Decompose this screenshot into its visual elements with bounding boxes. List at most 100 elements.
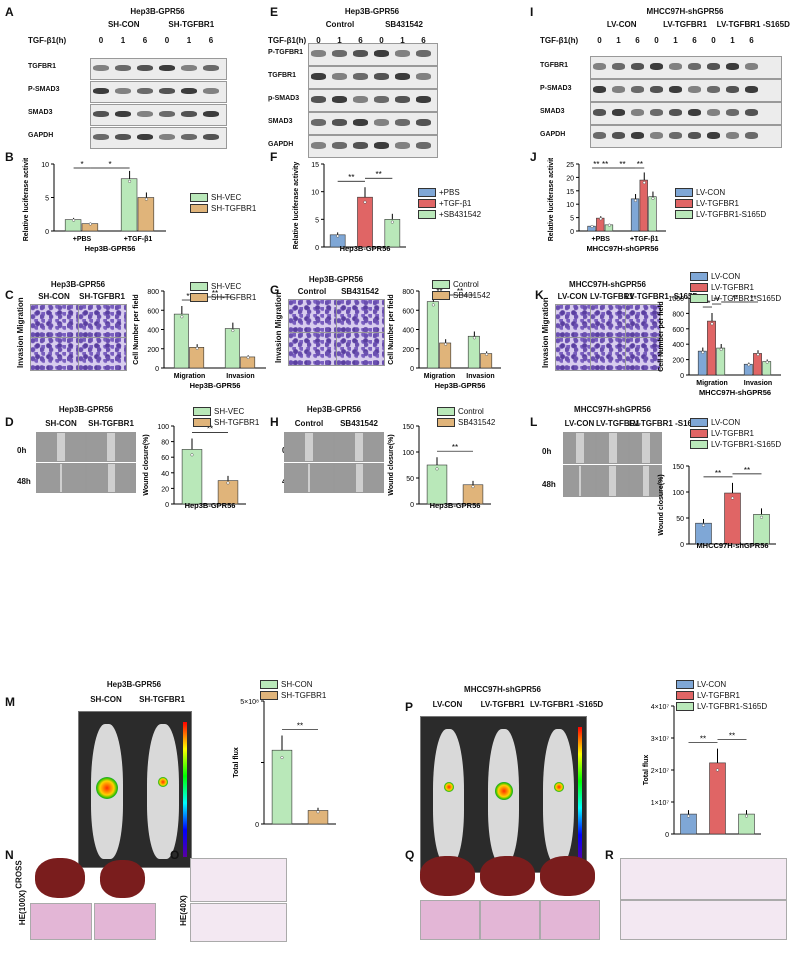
blot-band-A — [137, 65, 153, 71]
data-point — [687, 814, 691, 818]
y-tick-label: 150 — [402, 424, 414, 431]
data-point — [590, 224, 594, 228]
legend-label: SB431542 — [458, 418, 496, 427]
panel-label-Q: Q — [405, 848, 415, 862]
blot-band-E — [332, 142, 347, 149]
y-tick-label: 0 — [680, 542, 684, 549]
y-tick-label: 0 — [155, 366, 159, 373]
legend-label: LV-CON — [697, 680, 727, 689]
y-tick-label: 800 — [147, 289, 159, 296]
y-tick-label: 150 — [672, 464, 684, 471]
blot-band-I — [592, 86, 607, 93]
wh-title-H: Hep3B-GPR56 — [306, 405, 362, 414]
panel-label-I: I — [530, 5, 534, 19]
luminescence-signal — [553, 782, 564, 793]
blot-band-E — [395, 50, 410, 57]
blot-band-I — [592, 109, 607, 116]
blot-band-I — [744, 86, 759, 93]
mice-col-P: LV-CON — [432, 700, 463, 709]
sig-mark: * — [108, 160, 111, 169]
legend-item-B: SH-VEC — [190, 193, 241, 203]
sig-mark: ** — [732, 294, 738, 303]
y-tick-label: 60 — [161, 455, 169, 462]
blot-time-I: 6 — [749, 36, 754, 45]
micrograph — [79, 338, 126, 370]
x-tick-label: Migration — [424, 373, 456, 380]
wh-row-L: 0h — [542, 447, 552, 456]
wh-col-L: LV-TGFBR1 -S165D — [629, 419, 703, 428]
sig-mark: ** — [297, 721, 303, 730]
wound-gap — [60, 464, 62, 492]
blot-time-E: 6 — [358, 36, 363, 45]
wh-image-D — [86, 463, 136, 493]
data-point — [634, 198, 638, 202]
data-point — [472, 336, 476, 340]
wh-image-L — [563, 432, 596, 464]
y-tick-label: 80 — [161, 440, 169, 447]
blot-band-E — [395, 73, 410, 80]
x-tick-label: Invasion — [744, 380, 772, 387]
wh-image-L — [563, 465, 596, 497]
blot-row-label-I: SMAD3 — [540, 107, 565, 115]
legend-label: LV-TGFBR1-S165D — [696, 210, 767, 219]
legend-swatch — [690, 440, 708, 450]
tw-col-K: LV-TGFBR1 — [590, 292, 634, 301]
panel-label-L: L — [530, 415, 538, 429]
x-axis-title: MHCC97H-shGPR56 — [696, 541, 768, 550]
data-point — [435, 467, 439, 471]
chart-G: 0 200 400 600 800 Cell Number per field Migrat… — [388, 287, 501, 390]
legend-label: LV-CON — [711, 418, 741, 427]
micrograph — [79, 305, 126, 337]
he-image — [94, 903, 156, 940]
wound-gap — [641, 433, 650, 463]
y-tick-label: 15 — [311, 162, 319, 169]
legend-swatch — [676, 680, 694, 690]
data-point — [180, 315, 184, 319]
y-tick-label: 5 — [315, 217, 319, 224]
blot-title-E: Hep3B-GPR56 — [344, 7, 400, 16]
blot-strip-E — [308, 89, 438, 112]
blot-band-I — [611, 132, 626, 139]
data-point — [195, 346, 199, 350]
legend-item-M: SH-CON — [260, 680, 313, 690]
legend-swatch — [690, 429, 708, 439]
y-tick-label: 200 — [672, 358, 684, 365]
legend-swatch — [690, 418, 708, 428]
y-tick-label: 800 — [402, 289, 414, 296]
micrograph — [591, 305, 625, 337]
tw-image-C — [78, 304, 127, 338]
blot-strip-I — [590, 56, 782, 79]
panel-label-C: C — [5, 288, 14, 302]
blot-time-I: 0 — [597, 36, 602, 45]
bar — [181, 449, 203, 505]
blot-time-E: 1 — [400, 36, 405, 45]
legend-item-K: LV-CON — [690, 272, 740, 282]
blot-band-E — [374, 119, 389, 126]
y-tick-label: 10 — [41, 162, 49, 169]
blot-band-E — [395, 96, 410, 103]
blot-strip-A — [90, 58, 227, 80]
legend-swatch — [676, 702, 694, 712]
legend-item-H: Control — [437, 407, 484, 417]
y-axis-label: Wound closure(%) — [658, 474, 665, 535]
y-tick-label: 25 — [566, 162, 574, 169]
luminescence-scale — [183, 722, 187, 857]
blot-band-I — [630, 109, 645, 116]
micrograph — [289, 300, 336, 332]
blot-band-I — [744, 132, 759, 139]
y-tick-label: 50 — [406, 476, 414, 483]
legend-item-H: SB431542 — [437, 418, 496, 428]
wh-title-L: MHCC97H-shGPR56 — [574, 405, 651, 414]
micrograph — [31, 338, 78, 370]
blot-band-A — [137, 88, 153, 94]
y-axis-label: Total flux — [643, 755, 650, 786]
blot-strip-A — [90, 81, 227, 103]
tissue-row-N: HE(100X) — [18, 889, 28, 926]
tissue-row-N: CROSS — [14, 860, 24, 889]
mice-col-P: LV-TGFBR1 — [480, 700, 525, 709]
tw-image-C — [30, 304, 79, 338]
blot-time-A: 6 — [142, 36, 148, 45]
wh-image-L — [596, 432, 629, 464]
y-tick-label: 15 — [566, 189, 574, 196]
legend-item-D: SH-VEC — [193, 407, 244, 417]
